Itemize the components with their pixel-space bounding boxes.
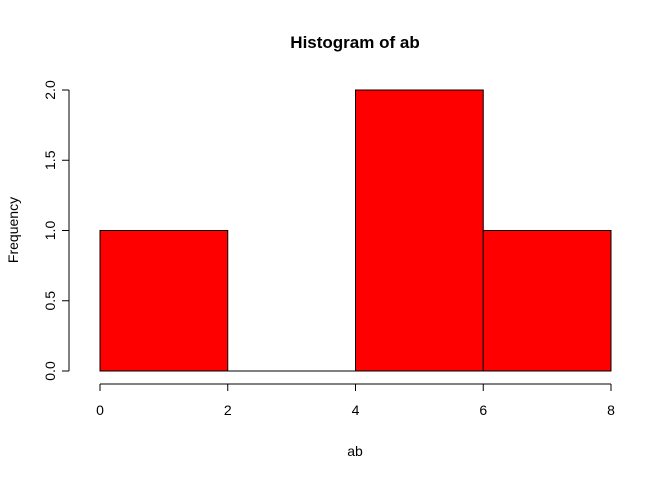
y-tick-label-4: 2.0 [42, 80, 58, 100]
x-tick-label-4: 8 [607, 402, 615, 418]
bars-group [99, 89, 612, 372]
histogram-bar-2 [355, 89, 484, 372]
histogram-bar-3 [482, 230, 612, 372]
y-tick-label-1: 0.5 [42, 291, 58, 311]
y-axis: 0.0 0.5 1.0 1.5 2.0 [42, 80, 70, 381]
x-tick-label-0: 0 [96, 402, 104, 418]
y-tick-label-3: 1.5 [42, 150, 58, 170]
x-axis-label: ab [347, 443, 363, 459]
x-tick-label-2: 4 [352, 402, 360, 418]
y-tick-label-0: 0.0 [42, 361, 58, 381]
y-tick-label-2: 1.0 [42, 221, 58, 241]
x-tick-label-1: 2 [224, 402, 232, 418]
histogram-bar-0 [99, 230, 229, 372]
chart-title: Histogram of ab [290, 33, 419, 52]
x-axis: 0 2 4 6 8 [96, 383, 615, 418]
x-tick-label-3: 6 [479, 402, 487, 418]
y-axis-label: Frequency [5, 197, 21, 263]
